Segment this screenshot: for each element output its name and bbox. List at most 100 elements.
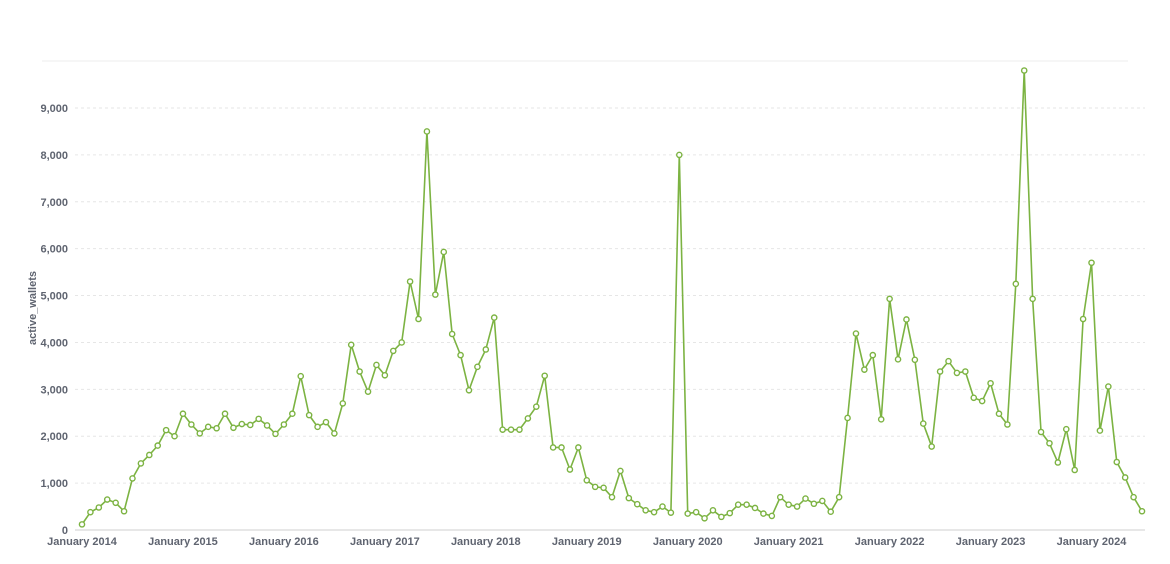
data-point <box>246 421 254 429</box>
data-point <box>894 356 902 363</box>
data-point <box>263 422 271 429</box>
data-point <box>120 507 128 515</box>
y-tick-label: 9,000 <box>40 103 68 115</box>
data-point <box>154 442 162 449</box>
data-point <box>642 507 649 514</box>
data-point <box>1105 383 1112 390</box>
data-point <box>381 371 389 379</box>
data-point <box>162 426 170 434</box>
data-point <box>280 421 288 428</box>
data-point <box>474 363 481 371</box>
data-point <box>465 386 473 394</box>
data-point <box>440 248 448 256</box>
data-point <box>970 394 978 402</box>
x-tick-label: January 2020 <box>653 536 723 548</box>
y-tick-label: 8,000 <box>40 150 68 162</box>
data-point <box>1012 280 1020 288</box>
data-point <box>877 416 885 423</box>
data-point <box>1071 466 1078 474</box>
data-point <box>583 476 591 484</box>
data-point <box>760 510 767 517</box>
data-point <box>1062 425 1070 433</box>
y-tick-label: 4,000 <box>40 337 68 349</box>
data-point <box>1088 259 1095 267</box>
data-point <box>255 415 262 423</box>
data-point <box>928 443 935 450</box>
y-tick-label: 6,000 <box>40 244 68 256</box>
data-point <box>272 430 279 438</box>
x-tick-label: January 2015 <box>148 536 218 548</box>
data-point <box>532 403 540 410</box>
data-point <box>389 347 397 355</box>
data-point <box>886 295 893 303</box>
x-tick-label: January 2019 <box>552 536 622 548</box>
x-tick-label: January 2017 <box>350 536 420 548</box>
data-point <box>490 314 498 321</box>
data-point <box>617 467 624 475</box>
data-point <box>919 420 927 427</box>
data-point <box>179 410 187 418</box>
data-point <box>499 426 506 433</box>
data-point <box>230 424 237 432</box>
data-point <box>600 484 607 492</box>
data-point <box>701 514 708 522</box>
x-tick-label: January 2024 <box>1057 536 1128 548</box>
data-point <box>103 496 111 503</box>
data-point <box>541 372 548 380</box>
data-point <box>835 493 843 501</box>
data-point <box>221 410 229 418</box>
data-point <box>549 444 557 451</box>
data-point <box>844 414 851 422</box>
data-point <box>591 483 599 491</box>
data-point <box>650 508 658 516</box>
data-point <box>575 444 582 451</box>
data-point <box>962 368 969 375</box>
data-point <box>196 430 204 437</box>
data-point <box>356 368 363 375</box>
data-point <box>793 503 801 510</box>
data-point <box>171 432 178 440</box>
data-point <box>78 521 86 528</box>
x-tick-label: January 2018 <box>451 536 521 548</box>
data-point <box>810 500 818 508</box>
x-tick-label: January 2016 <box>249 536 319 548</box>
data-point <box>684 510 692 517</box>
data-point <box>1138 507 1146 515</box>
x-tick-label: January 2022 <box>855 536 925 548</box>
data-point <box>146 451 153 459</box>
data-point <box>768 512 776 520</box>
data-point <box>936 368 944 375</box>
y-tick-label: 0 <box>62 525 68 537</box>
data-point <box>398 339 405 346</box>
y-tick-label: 3,000 <box>40 384 68 396</box>
data-point <box>802 495 809 502</box>
data-point <box>432 291 439 298</box>
data-point <box>373 361 380 369</box>
data-point <box>1046 439 1053 447</box>
data-point <box>314 423 321 431</box>
data-point <box>1029 295 1036 303</box>
data-point <box>516 426 523 433</box>
data-point <box>827 508 835 516</box>
data-point <box>1079 315 1087 323</box>
x-tick-label: January 2023 <box>956 536 1026 548</box>
data-point <box>1020 67 1028 74</box>
data-point <box>911 356 919 364</box>
data-point <box>978 397 986 405</box>
data-point <box>633 500 641 508</box>
data-point <box>995 410 1003 418</box>
data-point <box>204 423 212 431</box>
data-point <box>861 366 868 373</box>
data-point <box>482 346 490 353</box>
data-point <box>347 341 355 349</box>
data-point <box>785 501 792 508</box>
data-point <box>331 430 338 437</box>
data-point <box>852 330 860 337</box>
data-point <box>137 460 145 467</box>
data-point <box>1113 458 1121 466</box>
data-point <box>415 315 422 323</box>
data-point <box>751 504 759 512</box>
data-point <box>726 509 734 517</box>
data-point <box>129 475 136 482</box>
